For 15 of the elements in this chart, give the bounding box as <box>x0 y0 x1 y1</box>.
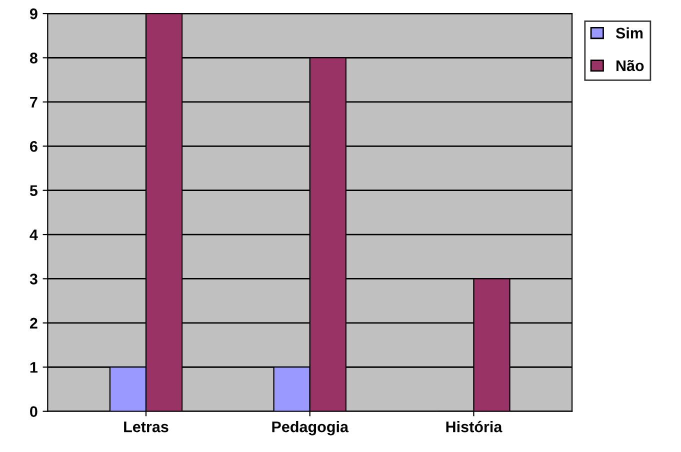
legend-label: Sim <box>616 27 643 39</box>
y-tick-label: 7 <box>30 96 38 108</box>
x-tick-label: Letras <box>124 422 168 432</box>
x-tick-label: Pedagogia <box>272 421 349 436</box>
y-tick-label: 9 <box>30 8 38 20</box>
y-tick-label: 6 <box>30 141 38 152</box>
y-tick-label: 8 <box>30 52 38 64</box>
y-tick-label: 0 <box>30 406 38 418</box>
x-tick-label: História <box>446 420 502 432</box>
y-tick-label: 2 <box>30 318 38 328</box>
legend-label: Não <box>616 60 644 72</box>
y-tick-label: 3 <box>30 274 38 284</box>
y-tick-label: 4 <box>30 230 38 240</box>
y-tick-label: 1 <box>30 362 38 373</box>
y-tick-label: 5 <box>30 185 38 196</box>
